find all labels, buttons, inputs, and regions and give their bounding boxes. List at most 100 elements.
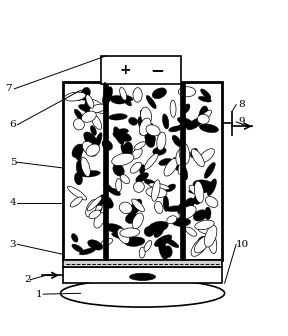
Text: 8: 8 [238, 100, 245, 109]
Ellipse shape [176, 150, 183, 165]
Ellipse shape [133, 88, 142, 102]
Ellipse shape [208, 231, 217, 254]
Ellipse shape [178, 87, 196, 97]
Ellipse shape [67, 186, 87, 200]
Ellipse shape [113, 131, 132, 141]
Ellipse shape [141, 107, 151, 124]
Text: 10: 10 [235, 240, 249, 249]
Ellipse shape [82, 141, 97, 156]
Ellipse shape [170, 100, 176, 117]
Ellipse shape [206, 197, 218, 207]
Ellipse shape [157, 132, 166, 150]
Text: 2: 2 [24, 275, 31, 284]
Ellipse shape [139, 118, 151, 136]
Ellipse shape [178, 201, 195, 209]
Ellipse shape [199, 149, 214, 163]
Ellipse shape [204, 225, 217, 247]
Ellipse shape [198, 96, 211, 102]
Ellipse shape [136, 173, 148, 182]
Ellipse shape [112, 232, 130, 240]
Bar [63, 267, 222, 283]
Ellipse shape [74, 172, 83, 185]
Ellipse shape [130, 199, 142, 214]
Ellipse shape [122, 95, 133, 101]
Ellipse shape [87, 197, 102, 211]
Ellipse shape [79, 248, 96, 255]
Text: 5: 5 [10, 158, 16, 167]
Ellipse shape [122, 206, 134, 215]
Ellipse shape [121, 144, 129, 159]
Ellipse shape [198, 227, 214, 234]
Ellipse shape [81, 157, 90, 177]
Ellipse shape [132, 148, 142, 159]
Text: 4: 4 [10, 198, 16, 207]
Ellipse shape [109, 114, 127, 120]
Ellipse shape [81, 171, 100, 177]
Ellipse shape [152, 180, 160, 201]
Ellipse shape [152, 88, 166, 99]
Ellipse shape [94, 213, 105, 228]
Ellipse shape [148, 221, 168, 232]
Ellipse shape [183, 104, 190, 113]
Ellipse shape [204, 162, 215, 178]
Ellipse shape [140, 165, 145, 174]
Ellipse shape [197, 114, 209, 124]
Ellipse shape [113, 164, 124, 176]
Ellipse shape [89, 210, 101, 219]
Ellipse shape [187, 117, 204, 130]
Ellipse shape [146, 95, 156, 109]
Ellipse shape [89, 104, 106, 113]
Bar [103, 83, 108, 260]
Ellipse shape [193, 180, 213, 190]
Ellipse shape [71, 234, 78, 242]
Ellipse shape [172, 218, 191, 226]
Ellipse shape [84, 132, 96, 150]
Ellipse shape [75, 150, 82, 160]
Ellipse shape [144, 153, 158, 169]
Ellipse shape [82, 111, 96, 122]
Ellipse shape [70, 197, 82, 207]
Text: 3: 3 [10, 240, 16, 249]
Ellipse shape [76, 160, 85, 176]
Ellipse shape [164, 238, 179, 248]
Ellipse shape [94, 132, 102, 152]
Ellipse shape [132, 199, 144, 212]
Text: +: + [119, 63, 131, 77]
Ellipse shape [145, 132, 156, 144]
Ellipse shape [191, 238, 208, 256]
Ellipse shape [103, 87, 113, 106]
Ellipse shape [101, 238, 113, 246]
Ellipse shape [199, 110, 211, 122]
Ellipse shape [129, 117, 138, 125]
Ellipse shape [113, 127, 124, 144]
Ellipse shape [199, 124, 219, 133]
Ellipse shape [162, 114, 169, 129]
Ellipse shape [100, 195, 113, 208]
Ellipse shape [80, 87, 90, 100]
Ellipse shape [178, 153, 186, 174]
Ellipse shape [60, 280, 225, 307]
Ellipse shape [193, 210, 207, 221]
Ellipse shape [102, 140, 113, 150]
Ellipse shape [130, 273, 156, 281]
Ellipse shape [85, 98, 91, 117]
Ellipse shape [130, 162, 142, 173]
Ellipse shape [72, 144, 84, 158]
Ellipse shape [86, 99, 106, 114]
Ellipse shape [144, 226, 154, 237]
Ellipse shape [154, 226, 164, 238]
Ellipse shape [146, 125, 160, 136]
Ellipse shape [74, 109, 84, 121]
Ellipse shape [185, 227, 196, 236]
Ellipse shape [120, 87, 127, 100]
Ellipse shape [149, 183, 170, 190]
Ellipse shape [164, 246, 172, 258]
Ellipse shape [159, 158, 172, 165]
Ellipse shape [140, 124, 153, 135]
Ellipse shape [181, 214, 185, 230]
Ellipse shape [194, 236, 210, 253]
Ellipse shape [117, 228, 130, 244]
Ellipse shape [173, 158, 180, 171]
Ellipse shape [139, 247, 145, 258]
Ellipse shape [189, 185, 203, 196]
